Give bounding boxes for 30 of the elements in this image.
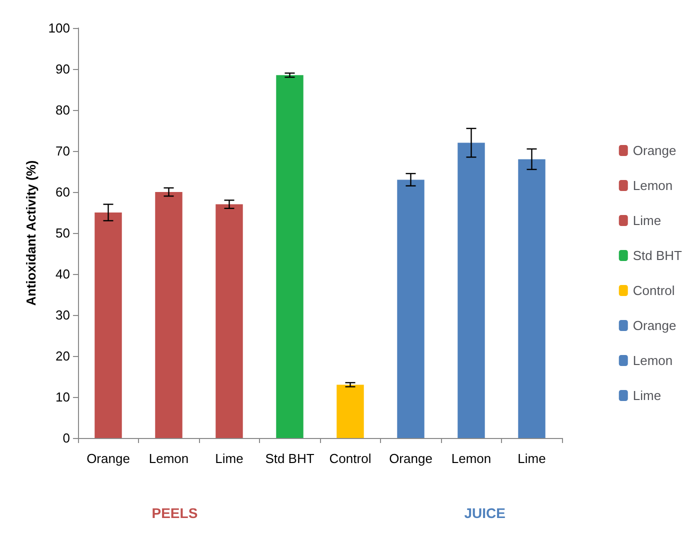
y-axis-title: Antioxidant Activity (%) xyxy=(23,160,38,306)
x-tick-label: Lime xyxy=(215,451,244,466)
y-tick-label: 80 xyxy=(56,102,70,118)
x-tick-label: Lemon xyxy=(148,451,189,466)
y-tick-label: 50 xyxy=(56,226,70,240)
text: PEELS xyxy=(152,505,198,521)
y-tick-label: 20 xyxy=(56,348,70,364)
text: JUICE xyxy=(464,505,506,521)
x-tick-label: Orange xyxy=(389,451,432,466)
legend-label: Std BHT xyxy=(632,248,682,263)
legend-label: Lemon xyxy=(632,178,673,193)
legend-label: Control xyxy=(632,283,675,298)
legend-label: Orange xyxy=(632,143,676,158)
legend-label: Lemon xyxy=(632,353,673,368)
y-tick-label: 100 xyxy=(48,20,70,36)
y-tick-label: 90 xyxy=(56,62,70,76)
legend-label: Lime xyxy=(632,213,662,228)
x-tick-label: Lemon xyxy=(451,451,492,466)
x-tick-label: Orange xyxy=(86,451,130,466)
legend-label: Lime xyxy=(632,388,662,403)
y-tick-label: 0 xyxy=(62,430,70,446)
y-tick-label: 60 xyxy=(56,184,70,200)
x-tick-label: Lime xyxy=(518,451,546,466)
x-tick-label: Control xyxy=(329,451,372,466)
y-tick-label: 70 xyxy=(56,144,70,158)
y-tick-label: 40 xyxy=(56,266,70,282)
x-tick-label: Std BHT xyxy=(265,451,314,466)
y-tick-label: 30 xyxy=(56,308,70,322)
legend-label: Orange xyxy=(632,318,676,333)
y-tick-label: 10 xyxy=(56,390,70,404)
